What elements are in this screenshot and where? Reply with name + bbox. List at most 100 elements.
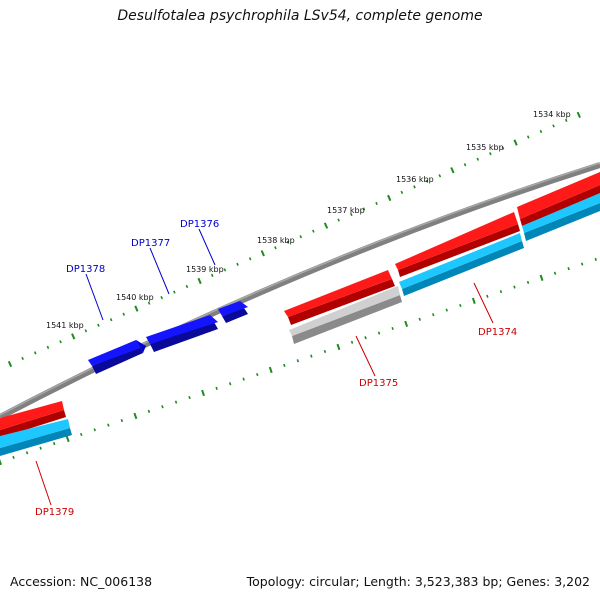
minor-tick [594, 257, 597, 262]
gene-DP1376[interactable] [218, 301, 248, 323]
minor-tick [109, 318, 113, 322]
minor-tick [59, 340, 62, 344]
gene-label-DP1379[interactable]: DP1379 [35, 507, 74, 518]
gene-DP1378[interactable] [88, 340, 146, 374]
minor-tick [223, 268, 227, 272]
minor-tick [286, 240, 290, 244]
minor-tick [438, 174, 442, 178]
minor-tick [459, 303, 462, 308]
gene-label-DP1376[interactable]: DP1376 [180, 219, 219, 230]
minor-tick [337, 218, 340, 222]
scale-label-1536: 1536 kbp [396, 175, 434, 184]
minor-tick [489, 152, 492, 156]
minor-tick [242, 377, 245, 381]
scale-label-1541: 1541 kbp [46, 321, 84, 330]
major-tick [260, 250, 265, 257]
minor-tick [526, 280, 530, 285]
minor-tick [84, 329, 88, 333]
minor-tick [564, 118, 568, 123]
minor-tick [310, 354, 313, 358]
major-tick [65, 435, 70, 443]
minor-tick [122, 312, 126, 316]
minor-tick [256, 372, 259, 377]
minor-tick [12, 455, 15, 459]
minor-tick [97, 323, 100, 327]
major-tick [268, 366, 273, 374]
minor-tick [513, 285, 516, 289]
gene-label-DP1378[interactable]: DP1378 [66, 264, 105, 275]
gene-labels: DP1378 DP1377 DP1376 DP1374 DP1375 DP137… [35, 219, 517, 518]
minor-tick [375, 201, 378, 206]
minor-tick [120, 418, 124, 423]
minor-tick [391, 326, 394, 331]
major-tick [336, 343, 341, 351]
gene-label-DP1377[interactable]: DP1377 [131, 238, 170, 249]
minor-tick [93, 428, 96, 432]
minor-tick [323, 349, 327, 354]
minor-tick [501, 146, 505, 150]
minor-tick [173, 290, 176, 294]
map-title: Desulfotalea psychrophila LSv54, complet… [117, 8, 483, 24]
gene-DP1379[interactable] [0, 401, 66, 438]
gene-next-red[interactable] [517, 172, 600, 226]
feature-DP1374-cds[interactable] [399, 233, 524, 296]
gene-label-DP1375[interactable]: DP1375 [359, 378, 398, 389]
scale-label-1537: 1537 kbp [327, 206, 365, 215]
minor-tick [228, 382, 232, 386]
minor-tick [107, 423, 110, 427]
scale-label-1539: 1539 kbp [186, 265, 224, 274]
outer-tick-ring [7, 111, 581, 368]
major-tick [513, 139, 518, 146]
callout-lines [35, 228, 494, 506]
minor-tick [580, 262, 584, 266]
minor-tick [210, 273, 214, 278]
minor-tick [46, 345, 50, 350]
major-tick [471, 297, 476, 305]
minor-tick [160, 295, 164, 300]
major-tick [323, 222, 329, 229]
gene-DP1377[interactable] [146, 315, 218, 352]
minor-tick [400, 190, 404, 195]
minor-tick [418, 317, 421, 321]
gene-label-DP1374[interactable]: DP1374 [478, 327, 517, 338]
major-tick [197, 277, 202, 285]
gene-DP1374[interactable] [395, 212, 520, 277]
minor-tick [463, 163, 467, 167]
minor-tick [432, 313, 435, 317]
minor-tick [147, 301, 151, 305]
minor-tick [425, 179, 429, 183]
major-tick [387, 194, 392, 202]
minor-tick [377, 331, 381, 335]
major-tick [0, 459, 2, 466]
feature-next-cds[interactable] [522, 193, 600, 241]
accession-text: Accession: NC_006138 [10, 574, 153, 589]
major-tick [450, 167, 455, 174]
genome-backbone [0, 162, 600, 420]
minor-tick [526, 135, 530, 139]
minor-tick [80, 432, 83, 436]
major-tick [404, 320, 409, 328]
minor-tick [296, 359, 300, 363]
feature-DP1379-cds[interactable] [0, 419, 72, 456]
minor-tick [174, 400, 178, 404]
scale-label-1538: 1538 kbp [257, 236, 295, 245]
minor-tick [364, 336, 367, 340]
minor-tick [350, 340, 354, 344]
major-tick [539, 274, 544, 282]
major-tick [71, 333, 76, 340]
minor-tick [274, 246, 277, 250]
minor-tick [248, 257, 252, 261]
minor-tick [147, 409, 151, 413]
minor-tick [25, 451, 29, 455]
minor-tick [445, 308, 448, 312]
gene-DP1375[interactable] [284, 270, 395, 325]
minor-tick [486, 294, 489, 298]
minor-tick [476, 157, 480, 161]
minor-tick [33, 351, 37, 355]
minor-tick [185, 284, 189, 289]
minor-tick [52, 442, 56, 446]
feature-DP1375-cds[interactable] [289, 286, 402, 344]
minor-tick [499, 290, 503, 294]
